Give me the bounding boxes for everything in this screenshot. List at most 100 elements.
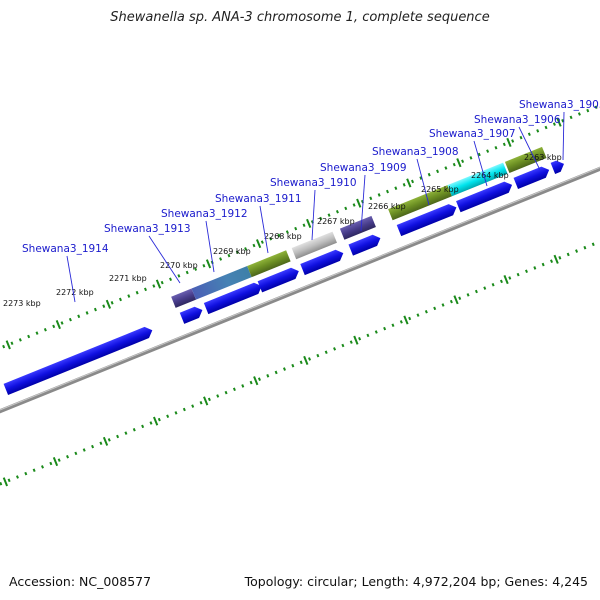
gene-label[interactable]: Shewana3_1905	[519, 99, 600, 111]
gene-label[interactable]: Shewana3_1907	[429, 128, 516, 140]
cds-arrow-shewana3_1907[interactable]	[456, 179, 514, 213]
cds-arrow-shewana3_1906[interactable]	[513, 164, 552, 189]
scale-tick-minor	[391, 323, 395, 328]
map-title: Shewanella sp. ANA-3 chromosome 1, compl…	[110, 10, 490, 25]
scale-tick-minor	[124, 431, 128, 435]
scale-tick-minor	[583, 245, 587, 250]
scale-tick-label: 2272 kbp	[56, 288, 94, 297]
scale-tick-minor	[383, 326, 387, 331]
scale-tick-major	[456, 158, 462, 168]
scale-tick-minor	[102, 304, 106, 308]
scale-tick-major	[553, 254, 559, 264]
scale-tick-minor	[308, 357, 312, 361]
feature-box-shewana3_1909[interactable]	[339, 215, 376, 240]
scale-tick-major	[256, 239, 262, 249]
feature-box-shewana3_1907[interactable]	[447, 162, 508, 197]
scale-tick-minor	[569, 115, 573, 120]
scale-tick-minor	[558, 256, 562, 260]
cds-arrow-shewana3_1914[interactable]	[3, 325, 155, 396]
scale-tick-major	[52, 457, 59, 467]
gene-callout-line	[311, 189, 316, 241]
cds-arrow-shewana3_1910[interactable]	[300, 248, 345, 276]
feature-box-shewana3_1912[interactable]	[191, 266, 252, 300]
gene-label[interactable]: Shewana3_1908	[372, 146, 459, 158]
scale-tick-minor	[249, 380, 253, 385]
scale-tick-minor	[524, 269, 528, 274]
scale-tick-minor	[377, 193, 381, 197]
scale-tick-minor	[449, 299, 453, 304]
gene-callout-line	[205, 220, 215, 273]
scale-tick-label: 2268 kbp	[264, 232, 302, 241]
scale-tick-minor	[519, 135, 523, 140]
gene-label[interactable]: Shewana3_1914	[22, 243, 109, 255]
scale-tick-minor	[82, 448, 86, 452]
feature-box-shewana3_1911[interactable]	[247, 250, 291, 278]
gene-labels: Shewana3_1905 Shewana3_1906 Shewana3_1907 S…	[22, 99, 600, 303]
scale-tick-minor	[127, 294, 131, 298]
scale-tick-label: 2266 kbp	[368, 202, 406, 211]
scale-tick-minor	[77, 314, 81, 319]
gene-label[interactable]: Shewana3_1906	[474, 114, 561, 126]
gene-label[interactable]: Shewana3_1910	[270, 177, 357, 189]
scale-tick-minor	[60, 321, 64, 325]
scale-tick-minor	[441, 303, 445, 307]
scale-tick-minor	[149, 421, 153, 425]
scale-tick-minor	[107, 438, 111, 442]
feature-box-shewana3_1908[interactable]	[388, 185, 452, 221]
scale-tick-major	[303, 355, 309, 365]
feature-box-shewana3_1913[interactable]	[171, 288, 197, 308]
scale-tick-minor	[452, 162, 456, 167]
gene-label[interactable]: Shewana3_1913	[104, 223, 191, 235]
scale-tick-minor	[177, 274, 181, 278]
scale-tick-minor	[486, 149, 490, 153]
scale-tick-minor	[224, 390, 228, 395]
scale-tick-minor	[285, 230, 289, 234]
gene-callout-line	[562, 111, 565, 161]
cds-arrow-shewana3_1905[interactable]	[550, 158, 567, 174]
cds-arrow-shewana3_1913[interactable]	[179, 304, 205, 324]
scale-tick-minor	[166, 414, 170, 419]
gene-label[interactable]: Shewana3_1909	[320, 162, 407, 174]
gene-label[interactable]: Shewana3_1912	[161, 208, 248, 220]
scale-tick-minor	[194, 267, 198, 271]
scale-tick-minor	[35, 331, 39, 335]
scale-tick-minor	[260, 240, 264, 244]
scale-tick-minor	[577, 112, 581, 116]
feature-box-shewana3_1910[interactable]	[291, 231, 337, 260]
scale-tick-minor	[152, 284, 156, 288]
scale-tick-major	[506, 137, 512, 148]
scale-tick-minor	[491, 283, 495, 287]
scale-tick-minor	[216, 394, 220, 398]
scale-tick-minor	[474, 289, 478, 294]
cds-arrow-shewana3_1909[interactable]	[348, 233, 382, 256]
scale-tick-minor	[533, 266, 537, 270]
scale-tick-minor	[91, 444, 95, 449]
scale-tick-minor	[244, 247, 248, 251]
scale-tick-minor	[274, 370, 278, 375]
scale-tick-minor	[144, 287, 147, 292]
scale-tick-minor	[2, 344, 6, 349]
scale-tick-minor	[335, 210, 339, 214]
scale-tick-minor	[466, 293, 470, 297]
gene-callout-line	[148, 235, 181, 284]
scale-tick-minor	[499, 279, 503, 284]
scale-tick-minor	[324, 350, 328, 354]
cds-arrow-shewana3_1912[interactable]	[203, 280, 264, 315]
scale-tick-minor	[15, 475, 19, 479]
scale-tick-minor	[235, 250, 239, 255]
scale-tick-minor	[227, 253, 231, 258]
cds-arrow-shewana3_1908[interactable]	[396, 202, 459, 237]
feature-box-shewana3_1906[interactable]	[504, 146, 547, 174]
scale-tick-minor	[49, 461, 53, 466]
scale-tick-minor	[141, 424, 145, 429]
scale-tick-minor	[18, 338, 22, 342]
cds-arrow-shewana3_1911[interactable]	[257, 265, 301, 293]
scale-tick-minor	[41, 465, 44, 469]
scale-tick-minor	[191, 404, 195, 408]
gene-label[interactable]: Shewana3_1911	[215, 193, 302, 205]
gene-callout-line	[66, 255, 76, 303]
scale-tick-minor	[68, 317, 72, 322]
scale-tick-minor	[52, 324, 56, 329]
scale-tick-label: 2271 kbp	[109, 274, 147, 283]
